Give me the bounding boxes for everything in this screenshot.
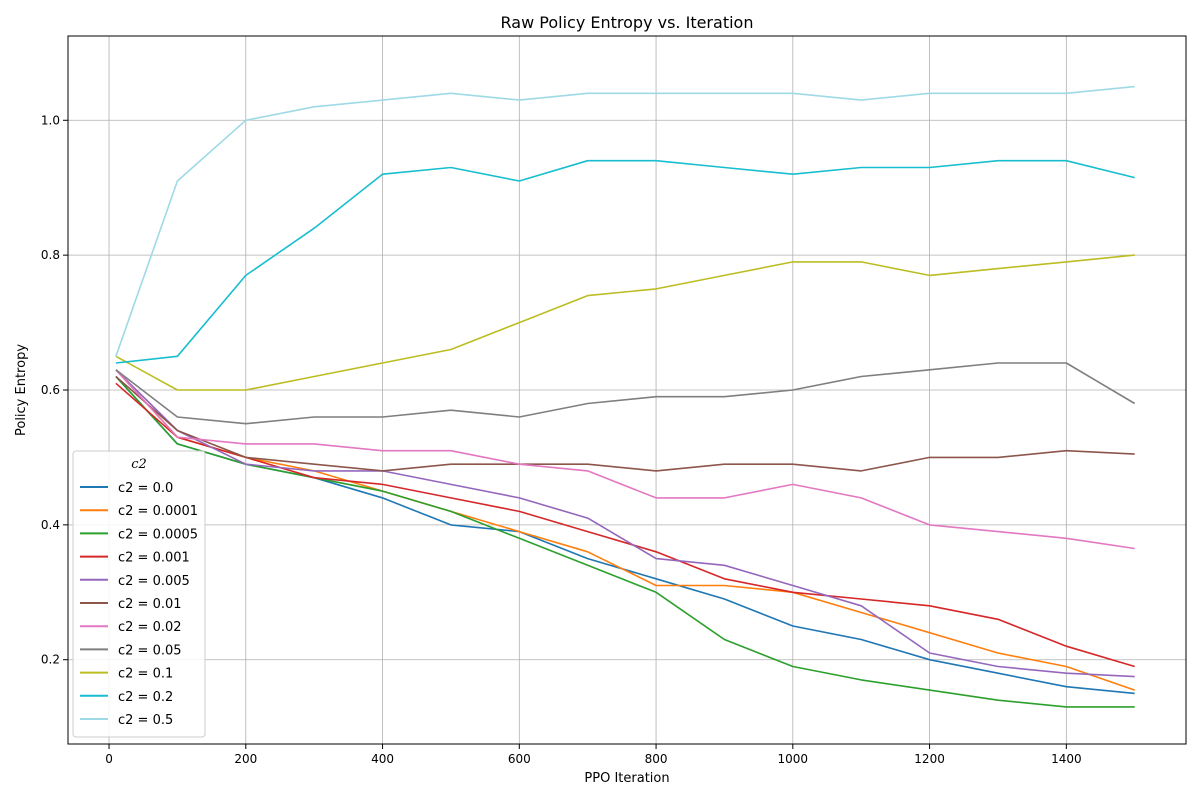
x-tick-label: 1400 <box>1051 752 1082 766</box>
x-tick-label: 800 <box>645 752 668 766</box>
x-tick-label: 600 <box>508 752 531 766</box>
y-axis-label: Policy Entropy <box>14 344 29 436</box>
legend-label-0: c2 = 0.0 <box>118 481 173 496</box>
y-tick-label: 0.6 <box>41 383 60 397</box>
series-line-10 <box>115 85 1135 357</box>
y-tick-label: 0.2 <box>41 653 60 667</box>
legend-label-10: c2 = 0.5 <box>118 713 173 728</box>
series-line-2 <box>115 375 1135 708</box>
series-line-8 <box>115 254 1135 391</box>
series-line-6 <box>115 369 1135 550</box>
x-tick-label: 1000 <box>778 752 809 766</box>
x-tick-label: 1200 <box>914 752 945 766</box>
series-line-5 <box>115 375 1135 472</box>
legend-label-5: c2 = 0.01 <box>118 597 182 612</box>
x-tick-label: 400 <box>371 752 394 766</box>
legend-label-8: c2 = 0.1 <box>118 667 173 682</box>
series-line-7 <box>115 362 1136 425</box>
legend-label-3: c2 = 0.001 <box>118 551 190 566</box>
chart-title: Raw Policy Entropy vs. Iteration <box>501 13 754 32</box>
y-tick-label: 0.8 <box>41 248 60 262</box>
legend-label-7: c2 = 0.05 <box>118 643 182 658</box>
legend-label-2: c2 = 0.0005 <box>118 527 198 542</box>
legend-box <box>72 450 206 738</box>
x-tick-label: 0 <box>105 752 113 766</box>
series-line-4 <box>115 369 1135 678</box>
x-axis-label: PPO Iteration <box>584 771 669 786</box>
legend-label-1: c2 = 0.0001 <box>118 504 198 519</box>
series-line-9 <box>115 159 1135 364</box>
legend: c2 c2 = 0.0 c2 = 0.0001 c2 = 0.0005 c2 = 0.0… <box>72 450 206 738</box>
y-tick-label: 1.0 <box>41 113 60 127</box>
legend-title: c2 <box>131 457 147 472</box>
y-tick-label: 0.4 <box>41 518 60 532</box>
series-lines <box>115 85 1136 708</box>
legend-label-4: c2 = 0.005 <box>118 574 190 589</box>
legend-label-6: c2 = 0.02 <box>118 620 182 635</box>
series-line-1 <box>115 369 1135 691</box>
axis-ticks: 0 200 400 600 800 1000 1200 1400 0.2 0.4 0.6 0.8 1.0 <box>41 113 1082 766</box>
x-tick-label: 200 <box>234 752 257 766</box>
legend-label-9: c2 = 0.2 <box>118 690 173 705</box>
